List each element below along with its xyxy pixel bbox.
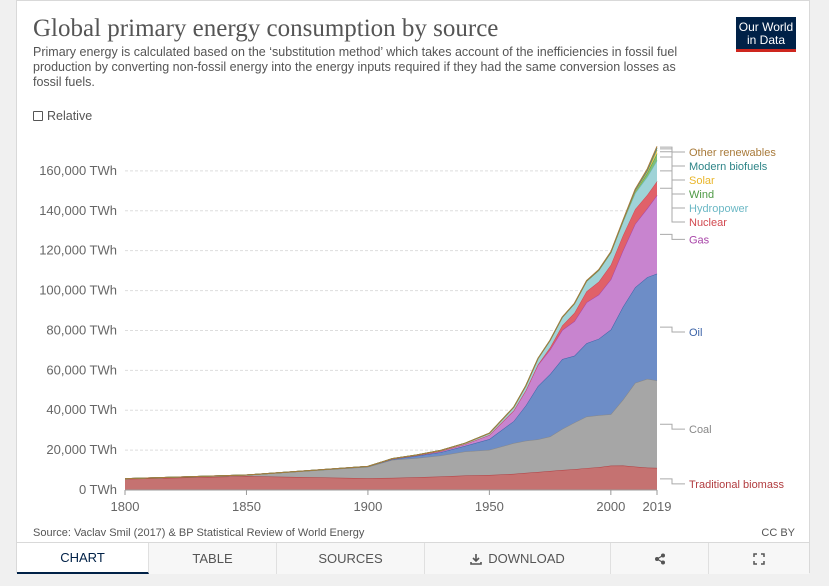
x-tick-label: 1900 — [353, 499, 382, 514]
owid-logo[interactable]: Our World in Data — [736, 17, 796, 52]
area-oil[interactable] — [125, 273, 657, 479]
grid-lines — [125, 170, 657, 451]
legend-label[interactable]: Traditional biomass — [689, 479, 784, 491]
y-tick-label: 100,000 TWh — [39, 283, 117, 298]
y-tick-label: 160,000 TWh — [39, 163, 117, 178]
legend-label[interactable]: Hydropower — [689, 203, 749, 215]
x-tick-label: 2019 — [643, 499, 672, 514]
y-tick-label: 60,000 TWh — [46, 362, 117, 377]
legend-connector — [660, 233, 685, 240]
logo-line-1: Our World — [738, 20, 794, 34]
tab-bar: CHART TABLE SOURCES DOWNLOAD — [17, 542, 809, 574]
chart-areas[interactable] — [124, 146, 658, 490]
x-axis: 1800 1850 1900 1950 2000 2019 — [111, 489, 672, 514]
legend-connector — [660, 478, 685, 485]
tab-table-label: TABLE — [192, 551, 233, 566]
checkbox-icon[interactable] — [33, 111, 43, 121]
y-tick-label: 120,000 TWh — [39, 243, 117, 258]
y-tick-label: 140,000 TWh — [39, 203, 117, 218]
legend-label[interactable]: Nuclear — [689, 217, 727, 229]
legend-label[interactable]: Gas — [689, 234, 710, 246]
area-traditional-biomass[interactable] — [125, 465, 657, 490]
area-edge-other-renewables — [124, 146, 658, 480]
tab-sources[interactable]: SOURCES — [277, 543, 425, 574]
x-tick-label: 1850 — [232, 499, 261, 514]
tab-table[interactable]: TABLE — [149, 543, 277, 574]
legend[interactable]: Traditional biomass Coal Oil Gas Nuclear Hydr… — [660, 146, 784, 491]
legend-connector — [660, 146, 685, 153]
y-tick-label: 0 TWh — [79, 482, 117, 497]
y-tick-label: 20,000 TWh — [46, 442, 117, 457]
relative-toggle[interactable]: Relative — [33, 109, 92, 123]
area-coal[interactable] — [125, 378, 657, 479]
chart-subtitle: Primary energy is calculated based on th… — [33, 45, 678, 89]
tab-chart[interactable]: CHART — [17, 543, 149, 574]
stacked-area-chart[interactable]: 0 TWh 20,000 TWh 40,000 TWh 60,000 TWh 80,00… — [17, 1, 809, 521]
x-tick-label: 2000 — [596, 499, 625, 514]
relative-label: Relative — [47, 109, 93, 123]
legend-label[interactable]: Coal — [689, 424, 712, 436]
y-axis: 0 TWh 20,000 TWh 40,000 TWh 60,000 TWh 80,00… — [39, 163, 117, 497]
legend-label[interactable]: Other renewables — [689, 147, 776, 159]
share-icon — [654, 553, 665, 564]
chart-frame: Global primary energy consumption by sou… — [16, 0, 810, 574]
legend-connector — [660, 326, 685, 333]
y-tick-label: 80,000 TWh — [46, 322, 117, 337]
tab-download-label: DOWNLOAD — [488, 551, 565, 566]
tab-sources-label: SOURCES — [318, 551, 383, 566]
fullscreen-icon — [753, 552, 765, 565]
share-button[interactable] — [611, 543, 709, 574]
legend-label[interactable]: Wind — [689, 189, 714, 201]
x-tick-label: 1950 — [475, 499, 504, 514]
download-icon — [470, 553, 483, 565]
logo-line-2: in Data — [746, 33, 786, 47]
x-tick-label: 1800 — [111, 499, 140, 514]
legend-label[interactable]: Modern biofuels — [689, 161, 768, 173]
legend-connector — [660, 148, 685, 167]
legend-label[interactable]: Solar — [689, 175, 715, 187]
tab-download[interactable]: DOWNLOAD — [425, 543, 611, 574]
source-note[interactable]: Source: Vaclav Smil (2017) & BP Statisti… — [33, 527, 365, 539]
y-tick-label: 40,000 TWh — [46, 402, 117, 417]
legend-label[interactable]: Oil — [689, 327, 702, 339]
fullscreen-button[interactable] — [709, 543, 809, 574]
tab-chart-label: CHART — [60, 550, 105, 565]
license-note[interactable]: CC BY — [761, 527, 795, 539]
chart-title: Global primary energy consumption by sou… — [33, 15, 499, 42]
legend-connector — [660, 423, 685, 430]
